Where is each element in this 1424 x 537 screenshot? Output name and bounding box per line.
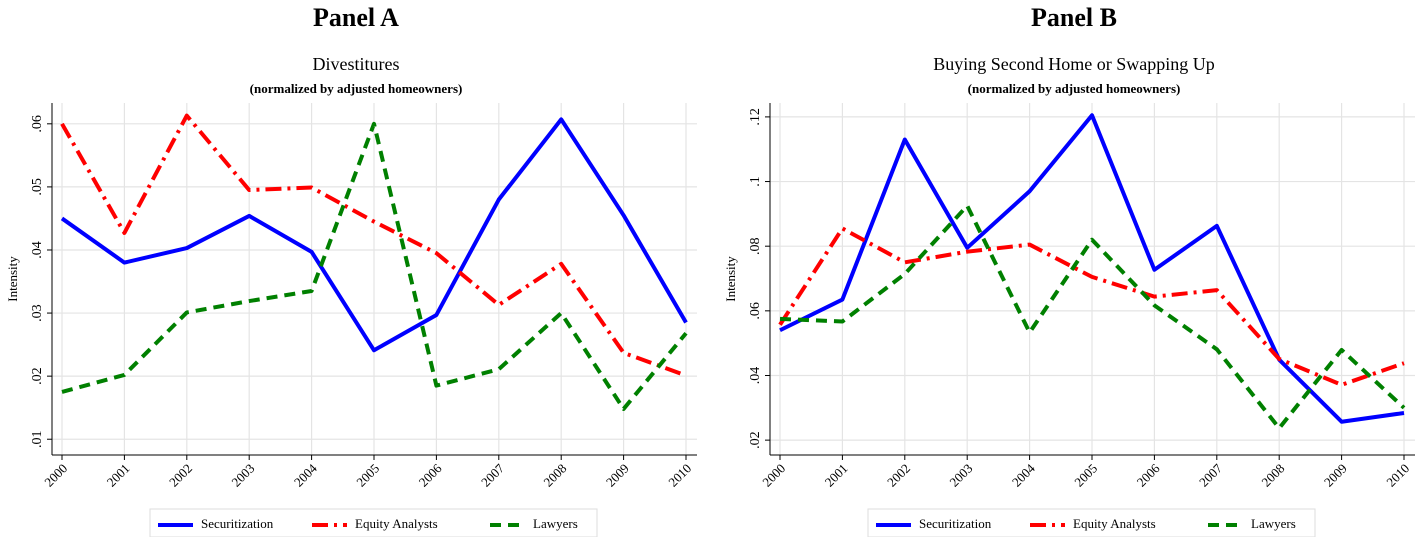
- series-line: [60, 113, 687, 378]
- legend-label: Equity Analysts: [355, 516, 438, 531]
- x-tick-label: 2010: [665, 461, 694, 490]
- legend-label: Lawyers: [533, 516, 578, 531]
- legend-label: Securitization: [919, 516, 992, 531]
- x-tick-label: 2002: [166, 461, 195, 490]
- y-tick-label: .05: [30, 178, 45, 196]
- x-tick-label: 2003: [228, 461, 257, 490]
- legend-box: [149, 508, 598, 537]
- y-tick-label: .03: [30, 304, 45, 322]
- x-tick-label: 2002: [884, 461, 913, 490]
- x-tick-label: 2006: [1134, 460, 1163, 489]
- y-tick-label: .06: [748, 302, 763, 320]
- legend-label: Lawyers: [1251, 516, 1296, 531]
- x-tick-label: 2006: [416, 460, 445, 489]
- y-tick-label: .02: [748, 431, 763, 449]
- x-tick-label: 2005: [353, 461, 382, 490]
- x-tick-label: 2010: [1383, 461, 1412, 490]
- y-tick-label: .01: [30, 430, 45, 448]
- series-line: [779, 113, 1405, 424]
- x-tick-label: 2008: [540, 461, 569, 490]
- y-tick-label: .12: [748, 108, 763, 126]
- chart-title: Buying Second Home or Swapping Up: [933, 54, 1214, 74]
- x-tick-label: 2000: [759, 461, 788, 490]
- y-tick-label: .06: [30, 115, 45, 132]
- x-tick-label: 2009: [1321, 461, 1350, 490]
- legend-label: Securitization: [201, 516, 274, 531]
- legend-label: Equity Analysts: [1073, 516, 1156, 531]
- y-tick-label: .04: [748, 367, 763, 385]
- series-line: [778, 226, 1405, 387]
- x-tick-label: 2008: [1258, 461, 1287, 490]
- x-tick-label: 2009: [603, 461, 632, 490]
- y-tick-label: .08: [748, 237, 763, 255]
- y-tick-label: .04: [30, 241, 45, 259]
- x-tick-label: 2007: [1196, 460, 1225, 489]
- x-tick-label: 2004: [291, 460, 320, 489]
- chart-title: Divestitures: [313, 54, 400, 74]
- y-tick-label: .1: [748, 176, 763, 187]
- panel-title: Panel A: [313, 3, 399, 32]
- chart-subtitle: (normalized by adjusted homeowners): [968, 81, 1181, 96]
- x-tick-label: 2004: [1009, 460, 1038, 489]
- y-tick-label: .02: [30, 367, 45, 385]
- x-tick-label: 2000: [41, 461, 70, 490]
- x-tick-label: 2003: [946, 461, 975, 490]
- chart-subtitle: (normalized by adjusted homeowners): [250, 81, 463, 96]
- y-axis-label: Intensity: [5, 256, 20, 302]
- x-tick-label: 2001: [822, 461, 851, 490]
- y-axis-label: Intensity: [723, 256, 738, 302]
- panel-title: Panel B: [1031, 3, 1117, 32]
- x-tick-label: 2005: [1071, 461, 1100, 490]
- x-tick-label: 2001: [104, 461, 133, 490]
- series-line: [779, 203, 1406, 431]
- series-line: [61, 121, 688, 411]
- x-tick-label: 2007: [478, 460, 507, 489]
- legend-box: [867, 508, 1316, 537]
- series-line: [60, 117, 688, 353]
